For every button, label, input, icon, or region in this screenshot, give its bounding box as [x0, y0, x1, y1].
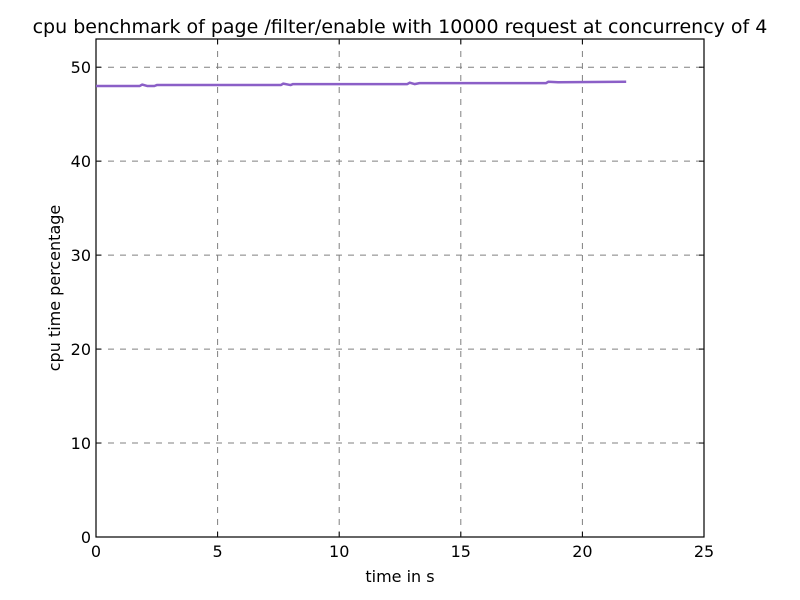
series-line	[96, 80, 627, 88]
y-tick-label: 40	[71, 152, 91, 171]
x-tick-label: 10	[329, 542, 349, 561]
axis-ticks: 0 5 10 15 20 25 0 10 20 30 40 50	[71, 39, 714, 561]
series-group	[96, 80, 627, 88]
x-axis-label: time in s	[365, 567, 434, 586]
x-tick-label: 0	[91, 542, 101, 561]
x-tick-label: 5	[213, 542, 223, 561]
y-tick-label: 50	[71, 58, 91, 77]
y-tick-label: 30	[71, 246, 91, 265]
y-tick-label: 20	[71, 340, 91, 359]
x-tick-label: 25	[694, 542, 714, 561]
grid	[96, 39, 704, 537]
chart-title: cpu benchmark of page /filter/enable wit…	[33, 16, 768, 38]
y-tick-label: 0	[81, 528, 91, 547]
y-tick-label: 10	[71, 434, 91, 453]
x-tick-label: 15	[451, 542, 471, 561]
x-tick-label: 20	[572, 542, 592, 561]
plot-area	[95, 38, 705, 538]
y-axis-label: cpu time percentage	[45, 205, 64, 372]
